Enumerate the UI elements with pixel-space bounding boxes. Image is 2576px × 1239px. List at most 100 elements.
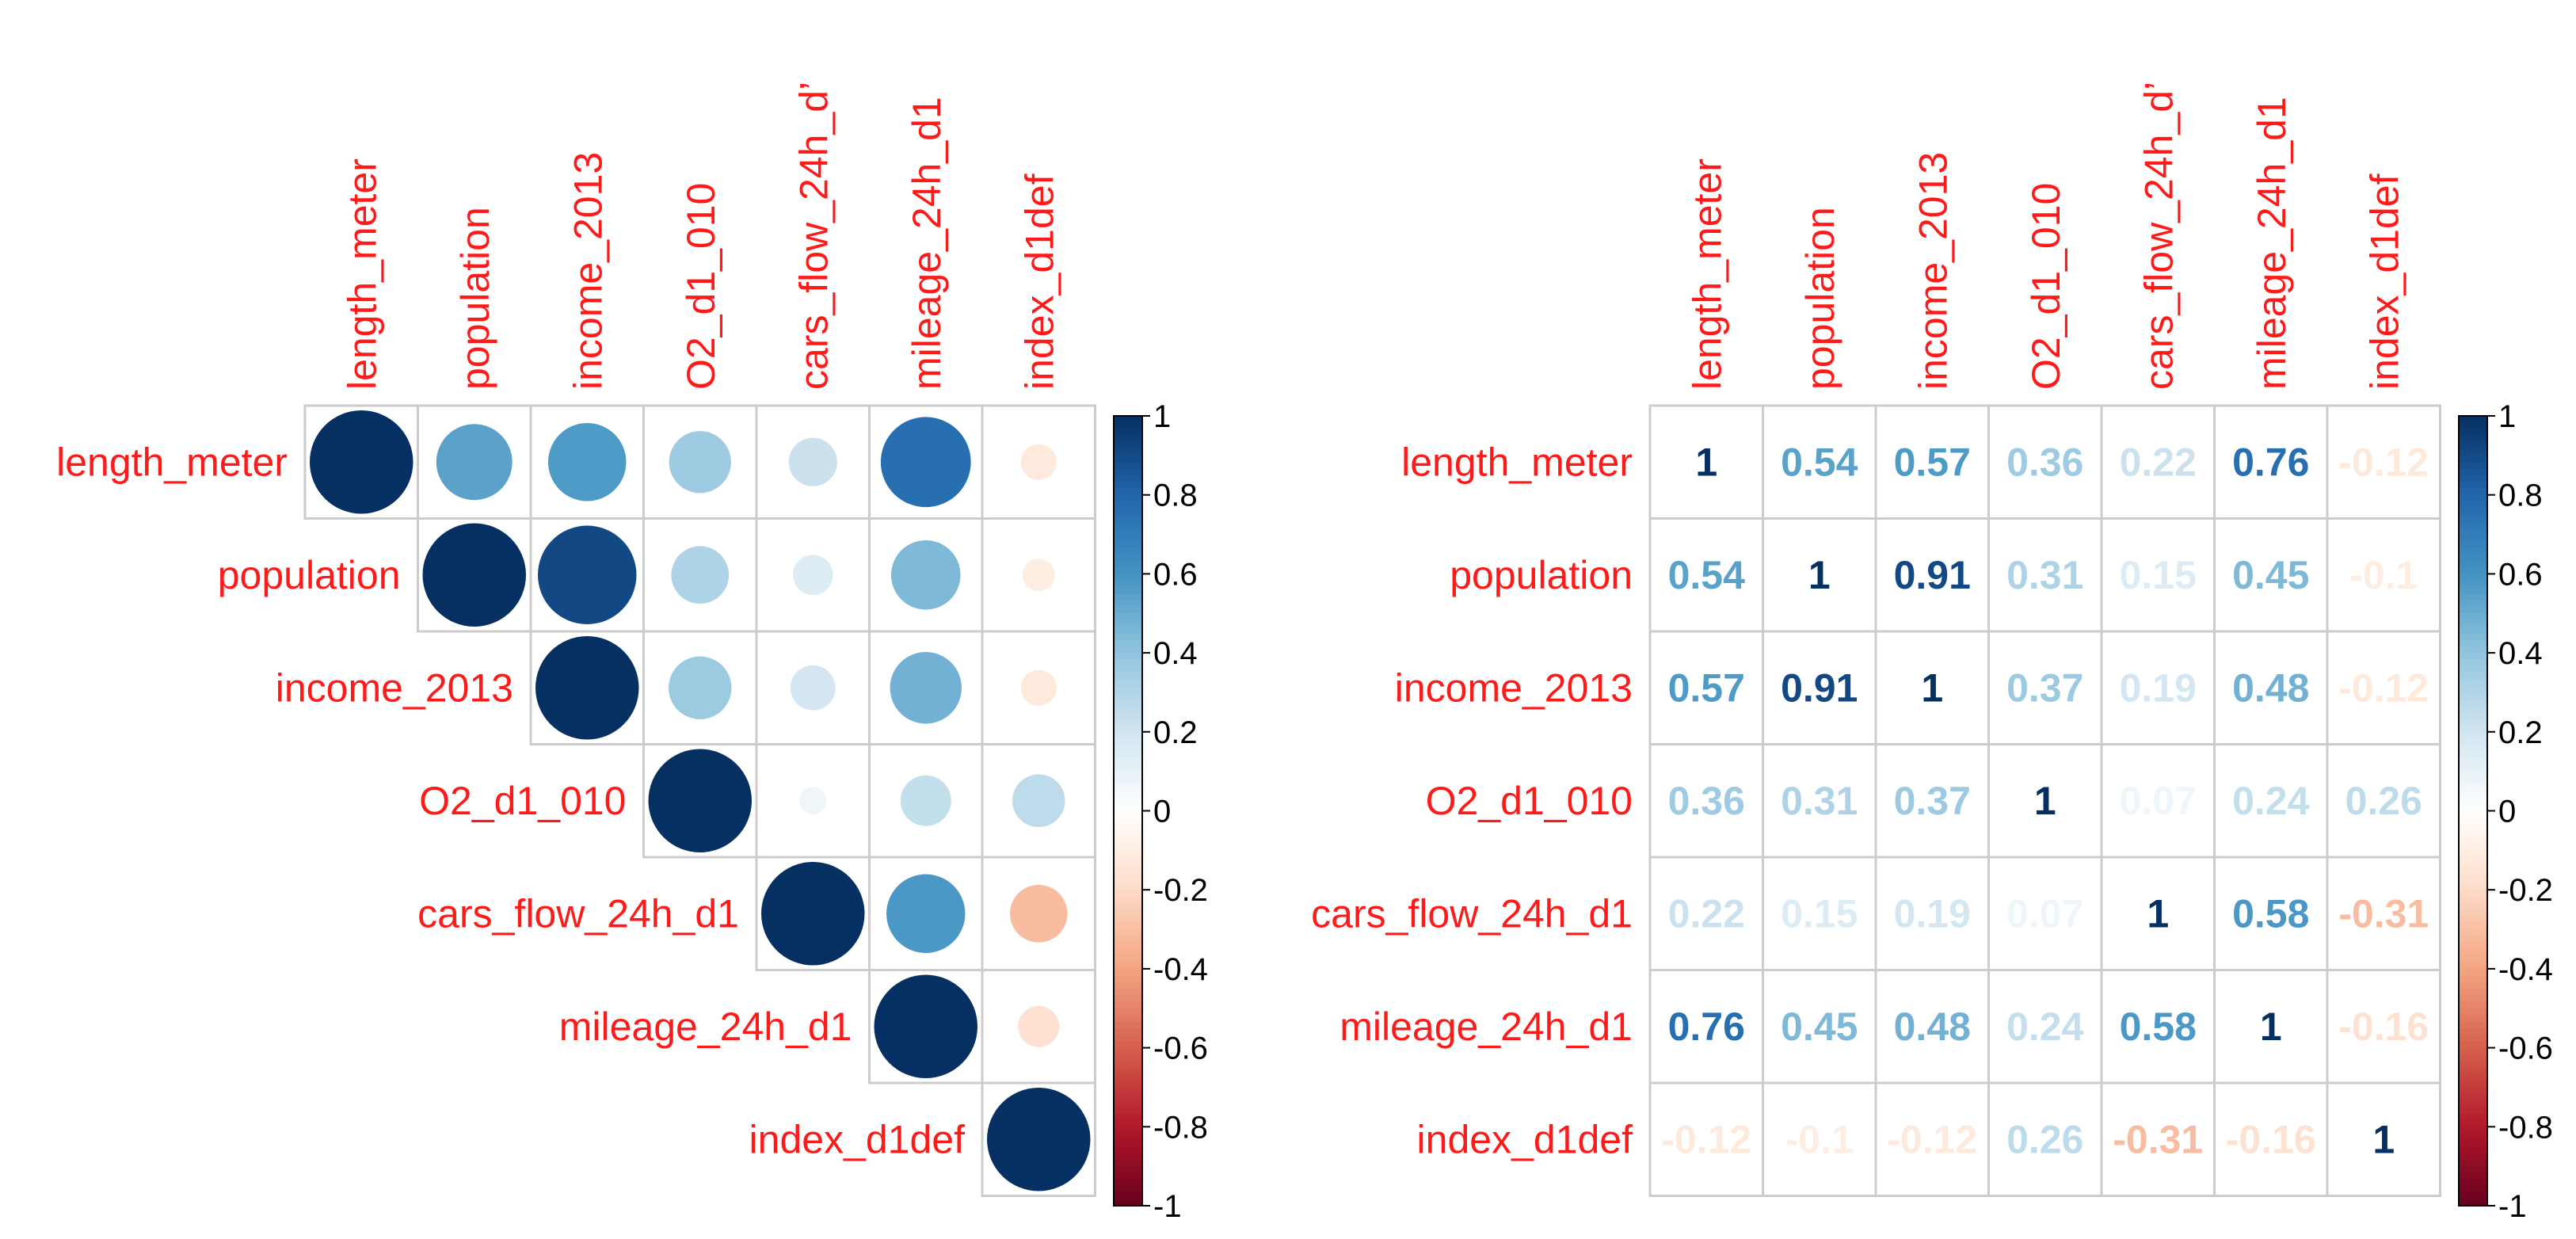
colorbar-segment: [1114, 482, 1142, 489]
value-cell-index-d1def-population: -0.1: [1785, 1117, 1854, 1161]
colorbar-segment: [2459, 699, 2487, 707]
colorbar-segment: [2459, 936, 2487, 944]
circle-cell-cars-flow-24h-d1-mileage-24h-d1: [886, 874, 966, 953]
colorbar-segment: [1114, 620, 1142, 627]
colorbar-tick-label: 0.4: [2498, 636, 2543, 671]
colorbar-segment: [1114, 520, 1142, 528]
colorbar-segment: [2459, 929, 2487, 936]
value-cell-length-meter-mileage-24h-d1: 0.76: [2232, 440, 2309, 484]
colorbar-segment: [1114, 705, 1142, 713]
colorbar-segment: [1114, 929, 1142, 936]
colorbar-segment: [1114, 738, 1142, 746]
value-cell-cars-flow-24h-d1-o2-d1-010: 0.07: [2006, 891, 2083, 936]
colorbar-segment: [1114, 968, 1142, 976]
value-cell-income-2013-income-2013: 1: [1921, 665, 1943, 710]
value-cell-index-d1def-o2-d1-010: 0.26: [2006, 1117, 2083, 1161]
colorbar-segment: [1114, 988, 1142, 996]
value-cell-o2-d1-010-index-d1def: 0.26: [2345, 779, 2422, 823]
value-cell-income-2013-population: 0.91: [1781, 665, 1858, 710]
colorbar-segment: [1114, 955, 1142, 963]
colorbar-segment: [1114, 1107, 1142, 1115]
value-cell-o2-d1-010-income-2013: 0.37: [1894, 779, 1971, 823]
column-label-population: population: [453, 207, 497, 390]
colorbar-segment: [2459, 725, 2487, 733]
colorbar-segment: [2459, 528, 2487, 536]
colorbar-segment: [2459, 665, 2487, 673]
colorbar-segment: [1114, 1061, 1142, 1069]
colorbar-tick-label: -0.4: [1153, 952, 1208, 987]
colorbar-segment: [2459, 896, 2487, 904]
colorbar-segment: [1114, 745, 1142, 753]
colorbar-segment: [1114, 422, 1142, 430]
colorbar-segment: [2459, 738, 2487, 746]
colorbar-segment: [1114, 554, 1142, 562]
colorbar-segment: [2459, 692, 2487, 700]
value-cell-mileage-24h-d1-mileage-24h-d1: 1: [2260, 1005, 2282, 1049]
colorbar-segment: [2459, 1113, 2487, 1121]
colorbar-segment: [1114, 764, 1142, 772]
circle-cell-cars-flow-24h-d1-index-d1def: [1009, 884, 1068, 943]
colorbar-segment: [2459, 462, 2487, 470]
colorbar-segment: [1114, 863, 1142, 871]
colorbar-tick-label: 0.6: [2498, 557, 2543, 592]
colorbar-tick-label: -0.8: [1153, 1110, 1208, 1145]
value-cell-index-d1def-index-d1def: 1: [2372, 1117, 2395, 1161]
value-cell-index-d1def-income-2013: -0.12: [1887, 1117, 1977, 1161]
colorbar-segment: [2459, 968, 2487, 976]
circle-cell-population-income-2013: [538, 525, 637, 624]
colorbar-segment: [1114, 1153, 1142, 1161]
colorbar-segment: [2459, 830, 2487, 838]
colorbar-segment: [2459, 791, 2487, 799]
colorbar-segment: [1114, 936, 1142, 944]
column-label-population: population: [1798, 207, 1842, 390]
colorbar-segment: [2459, 448, 2487, 456]
colorbar-segment: [1114, 837, 1142, 844]
colorbar-segment: [2459, 620, 2487, 627]
colorbar-segment: [1114, 777, 1142, 785]
colorbar-segment: [2459, 482, 2487, 489]
colorbar-segment: [2459, 975, 2487, 983]
colorbar-segment: [2459, 1166, 2487, 1174]
colorbar-segment: [1114, 725, 1142, 733]
colorbar-segment: [2459, 587, 2487, 594]
column-label-index-d1def: index_d1def: [2362, 173, 2406, 390]
column-label-o2-d1-010: O2_d1_010: [679, 183, 723, 390]
colorbar-segment: [1114, 916, 1142, 924]
colorbar-segment: [1114, 1133, 1142, 1141]
value-cell-length-meter-cars-flow-24h-d1: 0.22: [2120, 440, 2197, 484]
colorbar-segment: [2459, 988, 2487, 996]
colorbar-segment: [1114, 711, 1142, 719]
colorbar-segment: [2459, 468, 2487, 476]
colorbar-segment: [2459, 574, 2487, 581]
value-cell-cars-flow-24h-d1-length-meter: 0.22: [1668, 891, 1745, 936]
column-label-cars-flow-24h-d: cars_flow_24h_d’: [791, 82, 836, 390]
column-label-income-2013: income_2013: [566, 152, 610, 390]
column-label-index-d1def: index_d1def: [1017, 173, 1061, 390]
colorbar-segment: [2459, 679, 2487, 687]
row-label-mileage-24h-d1: mileage_24h_d1: [559, 1005, 852, 1049]
colorbar-segment: [2459, 534, 2487, 542]
colorbar-segment: [2459, 817, 2487, 825]
value-cell-length-meter-income-2013: 0.57: [1894, 440, 1971, 484]
circle-cell-income-2013-income-2013: [535, 636, 639, 740]
colorbar-segment: [1114, 653, 1142, 661]
colorbar-segment: [2459, 856, 2487, 864]
colorbar-tick-label: 0.8: [1153, 478, 1198, 513]
value-cell-mileage-24h-d1-income-2013: 0.48: [1894, 1005, 1971, 1049]
colorbar-segment: [2459, 442, 2487, 450]
value-cell-mileage-24h-d1-cars-flow-24h-d1: 0.58: [2120, 1005, 2197, 1049]
value-cell-index-d1def-length-meter: -0.12: [1661, 1117, 1751, 1161]
colorbar-segment: [2459, 547, 2487, 555]
colorbar-segment: [1114, 646, 1142, 654]
colorbar-segment: [2459, 540, 2487, 548]
colorbar-segment: [2459, 850, 2487, 858]
colorbar-segment: [2459, 429, 2487, 437]
colorbar-segment: [2459, 567, 2487, 574]
colorbar-segment: [2459, 1021, 2487, 1029]
colorbar-segment: [1114, 462, 1142, 470]
colorbar-segment: [2459, 1127, 2487, 1134]
colorbar-segment: [2459, 844, 2487, 851]
colorbar-segment: [2459, 948, 2487, 956]
colorbar-segment: [2459, 909, 2487, 917]
colorbar-segment: [2459, 1179, 2487, 1187]
